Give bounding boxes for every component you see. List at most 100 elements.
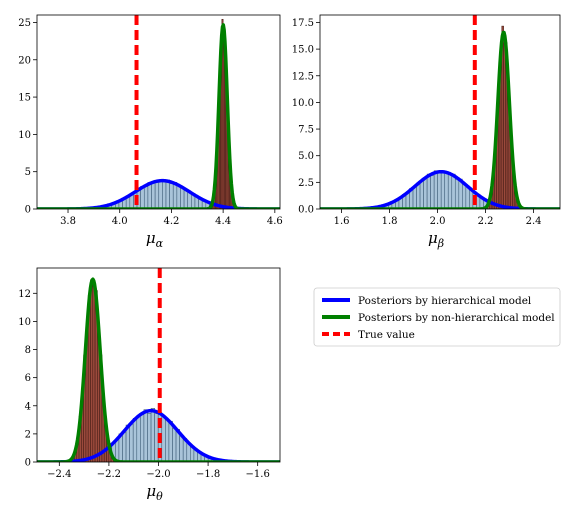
hist-bar — [180, 186, 185, 209]
x-tick-label: 3.8 — [60, 216, 76, 227]
hist-bar — [165, 419, 170, 462]
plot-area — [37, 15, 280, 209]
plot-area — [37, 268, 280, 462]
histogram-hierarchical — [53, 179, 272, 209]
hist-bar — [147, 182, 152, 209]
density-curve-non-hierarchical — [320, 30, 560, 209]
hist-bar — [92, 286, 96, 462]
hist-bar — [154, 180, 160, 209]
legend-label: True value — [358, 329, 415, 341]
y-tick-label: 0.0 — [298, 205, 314, 216]
density-curve-non-hierarchical — [37, 277, 280, 462]
y-tick-label: 12 — [18, 289, 31, 300]
axes-frame — [36, 14, 281, 210]
y-tick-label: 0 — [25, 205, 31, 216]
x-tick-label: 2.2 — [478, 216, 494, 227]
hist-bar — [444, 171, 449, 209]
x-axis-label-subscript: θ — [156, 490, 163, 503]
hist-bar — [151, 182, 156, 209]
y-tick-label: 4 — [25, 401, 31, 412]
hist-bar — [176, 185, 181, 209]
y-tick-label: 10 — [18, 317, 31, 328]
y-tick-label: 2.5 — [298, 178, 314, 189]
plot-area — [320, 15, 560, 209]
hist-bar — [143, 186, 149, 209]
hist-bar — [412, 186, 417, 209]
y-tick-label: 10 — [18, 130, 31, 141]
x-tick-label: 4.2 — [163, 216, 179, 227]
y-tick-label: 5 — [25, 167, 31, 178]
y-tick-label: 15 — [18, 93, 31, 104]
hist-bar — [426, 173, 431, 209]
hist-bar — [168, 420, 173, 462]
y-tick-label: 8 — [25, 345, 31, 356]
hist-bar — [433, 170, 438, 209]
y-tick-label: 20 — [18, 55, 31, 66]
hist-bar — [136, 415, 141, 462]
hist-bar — [132, 418, 138, 462]
y-tick-label: 10.0 — [292, 98, 314, 109]
hist-bar — [129, 423, 134, 462]
y-tick-label: 2 — [25, 429, 31, 440]
hist-bar — [165, 179, 170, 209]
histogram-non-hierarchical — [480, 25, 527, 209]
y-tick-label: 7.5 — [298, 125, 314, 136]
x-tick-label: −1.8 — [196, 469, 220, 480]
x-tick-label: 4.6 — [267, 216, 283, 227]
legend: Posteriors by hierarchical model Posterio… — [313, 287, 561, 347]
hist-bar — [162, 181, 167, 209]
hist-bar — [169, 183, 174, 209]
histogram-non-hierarchical — [62, 279, 123, 462]
hist-bar — [430, 175, 435, 209]
x-tick-label: 1.8 — [382, 216, 398, 227]
y-tick-label: 5.0 — [298, 151, 314, 162]
x-tick-label: 2.4 — [526, 216, 542, 227]
hist-bar — [454, 179, 460, 209]
hist-bar — [150, 408, 155, 462]
x-tick-label: −2.4 — [47, 469, 71, 480]
subplot-3: −2.4 −2.2 −2.0 −1.8 −1.6 0 2 4 6 8 10 12 μθ — [18, 267, 281, 503]
x-tick-label: 2.0 — [430, 216, 446, 227]
axes-frame — [319, 14, 561, 210]
x-axis-label-main: μ — [428, 229, 438, 247]
hist-bar — [140, 414, 145, 462]
x-axis-label-main: μ — [146, 482, 156, 500]
hist-bar — [90, 279, 94, 462]
subplot-1: 3.8 4.0 4.2 4.4 4.6 0 5 10 15 20 25 μα — [18, 14, 283, 250]
hist-bar — [179, 435, 184, 462]
x-tick-label: −2.0 — [146, 469, 170, 480]
x-axis-label-subscript: β — [437, 237, 444, 250]
hist-bar — [154, 413, 159, 462]
x-axis-label-main: μ — [146, 229, 156, 247]
y-tick-label: 12.5 — [292, 71, 314, 82]
hist-bar — [172, 182, 178, 209]
legend-label: Posteriors by non-hierarchical model — [358, 312, 555, 324]
y-tick-label: 0 — [25, 458, 31, 469]
y-tick-label: 17.5 — [292, 18, 314, 29]
x-tick-label: 1.6 — [334, 216, 350, 227]
hist-bar — [419, 179, 424, 209]
hist-bar — [143, 409, 148, 462]
hist-bar — [405, 192, 410, 209]
legend-label: Posteriors by hierarchical model — [358, 295, 532, 307]
x-axis-label-subscript: α — [156, 237, 164, 250]
hist-bar — [187, 192, 192, 209]
hist-bar — [447, 174, 453, 209]
x-axis-label: μβ — [428, 229, 444, 250]
x-tick-label: 4.4 — [215, 216, 231, 227]
legend-box — [313, 287, 561, 347]
hist-bar — [423, 178, 428, 209]
x-tick-label: −2.2 — [97, 469, 121, 480]
hist-bar — [158, 180, 163, 209]
x-tick-label: −1.6 — [246, 469, 270, 480]
hist-bar — [172, 428, 177, 462]
hist-bar — [416, 182, 421, 209]
y-tick-label: 6 — [25, 373, 31, 384]
x-tick-label: 4.0 — [112, 216, 128, 227]
hist-bar — [462, 184, 467, 209]
y-tick-label: 25 — [18, 18, 31, 29]
hist-bar — [440, 170, 446, 209]
hist-bar — [451, 173, 456, 209]
histogram-non-hierarchical — [206, 18, 240, 209]
